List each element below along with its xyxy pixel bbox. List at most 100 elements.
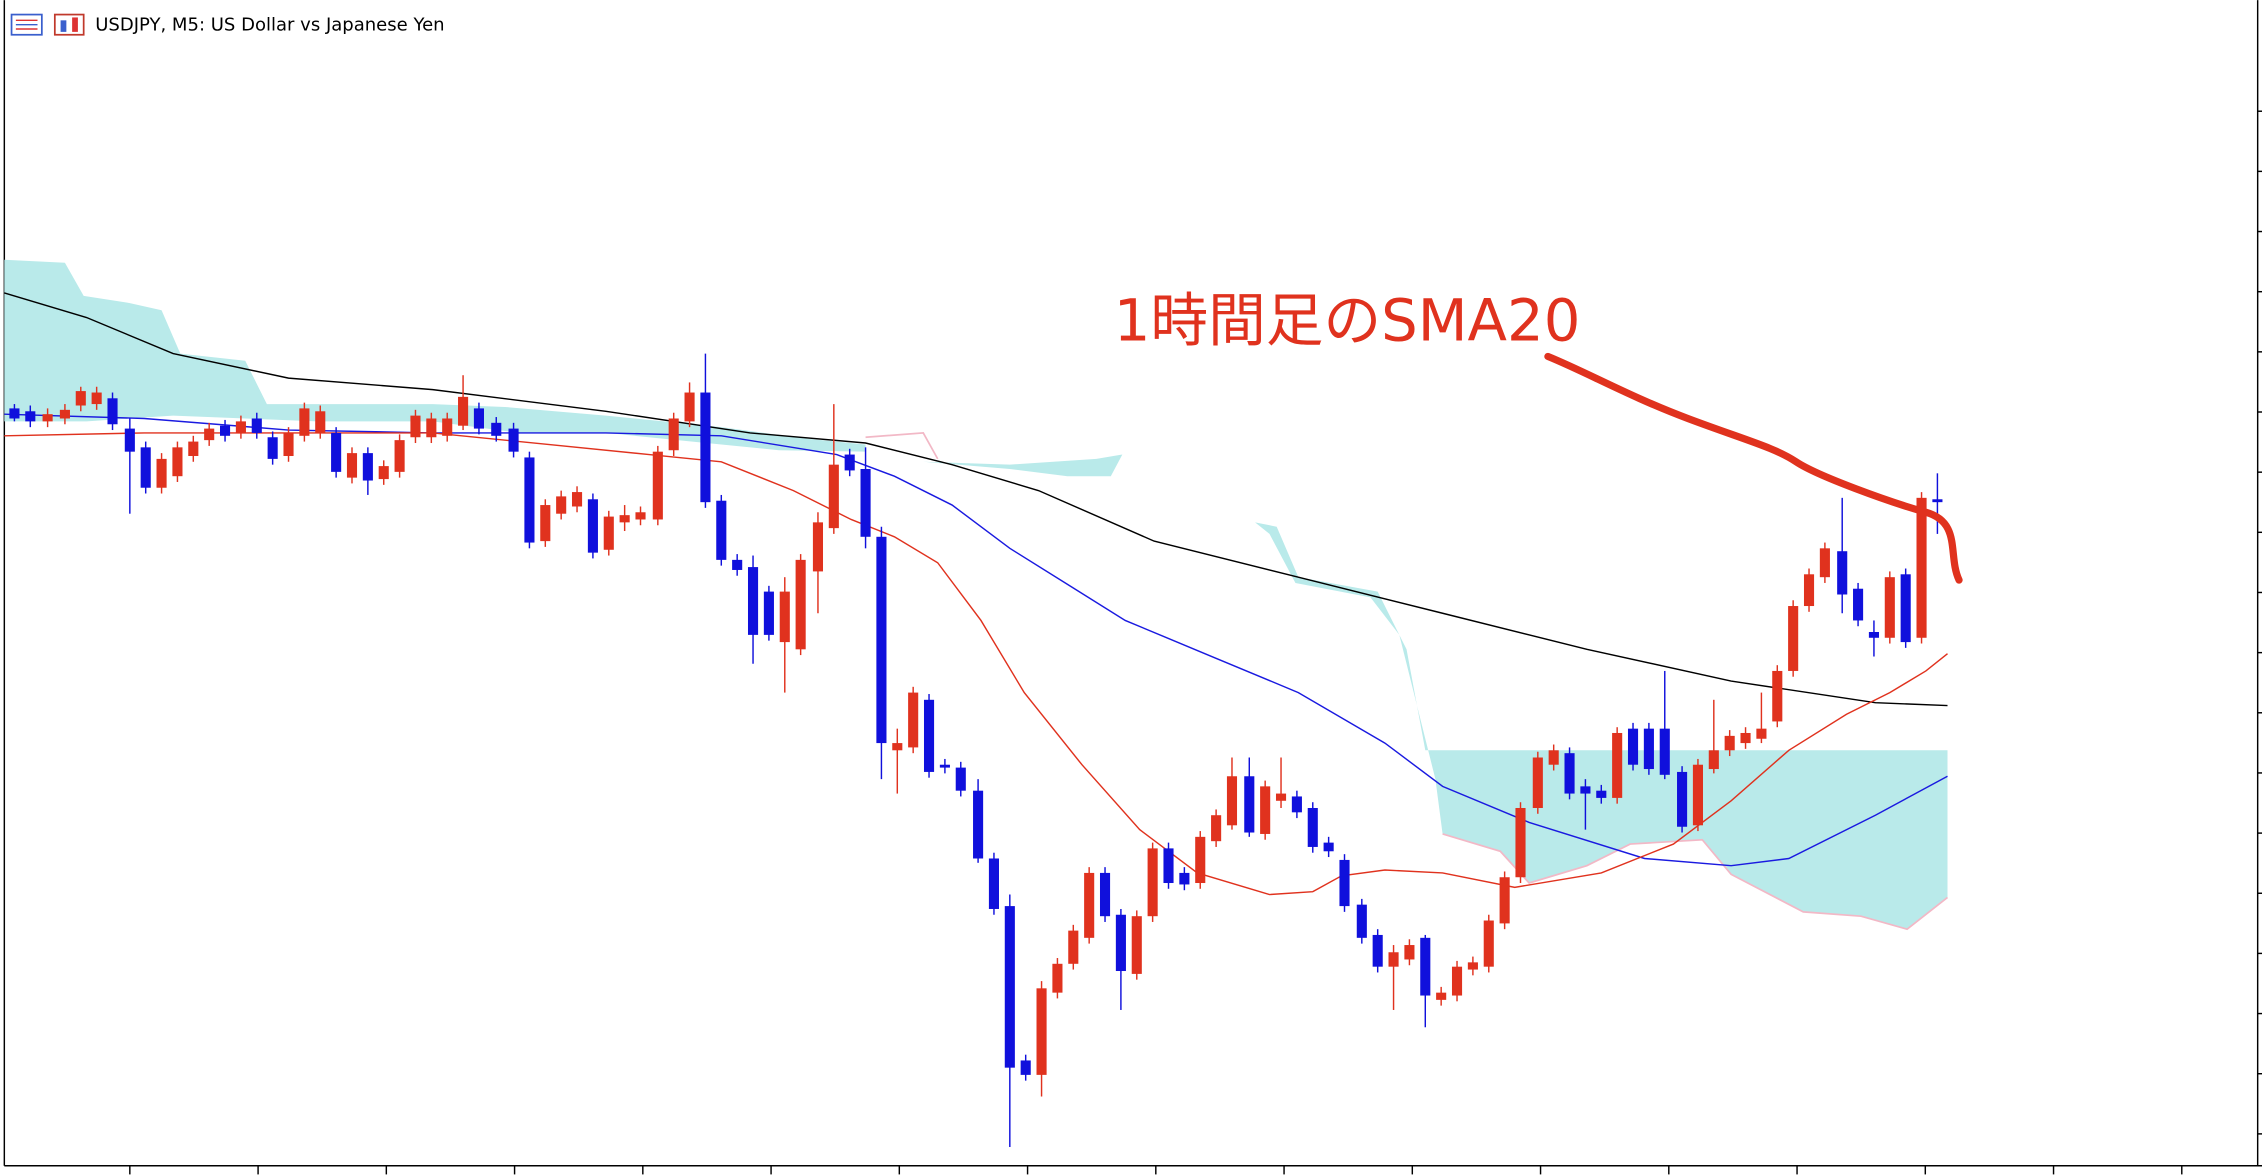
- candle-body: [668, 418, 679, 451]
- candle-body: [346, 453, 358, 478]
- candle-body: [571, 492, 583, 507]
- candle-body: [1052, 963, 1063, 993]
- candle-body: [1803, 574, 1815, 607]
- candle-body: [1853, 588, 1864, 621]
- candle-body: [331, 432, 342, 472]
- candle-body: [1372, 934, 1383, 967]
- candle-body: [1564, 753, 1575, 794]
- candle-body: [235, 421, 246, 433]
- candle-body: [1499, 877, 1510, 924]
- candle-body: [1436, 992, 1447, 1000]
- candle-body: [25, 411, 36, 422]
- candle-body: [828, 464, 839, 529]
- candle-body: [603, 516, 614, 550]
- candle-body: [410, 415, 421, 438]
- cloud: [4, 259, 1948, 930]
- candle-body: [1356, 904, 1367, 938]
- candle-body: [1404, 945, 1415, 960]
- candle-body: [908, 692, 919, 748]
- candle-body: [1677, 771, 1688, 827]
- candle-body: [1451, 966, 1463, 996]
- candle-body: [124, 428, 135, 452]
- candle-body: [988, 858, 1000, 909]
- candle-body: [1323, 842, 1334, 852]
- candle-body: [1084, 872, 1095, 938]
- candle-body: [540, 505, 551, 542]
- candle-body: [1868, 631, 1879, 638]
- candle-body: [1226, 776, 1238, 826]
- icon-chart: [53, 13, 85, 36]
- candle-body: [1291, 796, 1302, 813]
- candle-body: [1900, 574, 1911, 643]
- candle-body: [1211, 815, 1222, 842]
- axis-ticks: [129, 110, 2262, 1175]
- candle-body: [1260, 786, 1271, 834]
- candle-body: [955, 767, 966, 791]
- candle-body: [812, 522, 824, 572]
- candle-body: [107, 398, 118, 425]
- candle-body: [1724, 735, 1735, 751]
- candle-body: [652, 451, 663, 520]
- annotation-stroke: [1544, 352, 1963, 584]
- candle-body: [1596, 790, 1607, 798]
- candle-body: [267, 437, 278, 459]
- candle-body: [426, 418, 437, 438]
- candle-body: [1339, 859, 1350, 907]
- candle-body: [1179, 872, 1190, 885]
- window-title: USDJPY, M5: US Dollar vs Japanese Yen: [95, 14, 444, 35]
- candle-body: [844, 454, 855, 471]
- candle-body: [732, 559, 743, 570]
- candle-body: [635, 512, 646, 520]
- candle-body: [1388, 952, 1399, 967]
- candle-body: [1275, 793, 1287, 801]
- candle-body: [1195, 836, 1206, 884]
- candle-body: [491, 422, 502, 436]
- candle-body: [1884, 577, 1895, 638]
- candle-body: [75, 391, 86, 406]
- candle-body: [1580, 786, 1591, 794]
- candle-body: [939, 764, 950, 768]
- candle-body: [458, 396, 469, 426]
- annotation-text: 1時間足のSMA20: [1114, 287, 1581, 355]
- candle-body: [1548, 750, 1559, 765]
- candle-body: [1692, 764, 1703, 826]
- candle-body: [1420, 937, 1431, 996]
- candle-body: [508, 428, 519, 452]
- candle-body: [91, 392, 102, 405]
- candle-body: [1515, 807, 1526, 878]
- window-icons: [10, 13, 85, 36]
- candle-body: [795, 559, 806, 650]
- candle-body: [251, 418, 262, 433]
- candle-body: [556, 496, 567, 514]
- candle-body: [1004, 906, 1015, 1068]
- candle-body: [1756, 728, 1767, 739]
- candle-body: [1708, 750, 1719, 770]
- candle-body: [219, 425, 231, 436]
- cloud-edge-line: [865, 432, 939, 460]
- candle-body: [524, 457, 535, 543]
- candle-body: [1099, 872, 1111, 917]
- candle-body: [1772, 670, 1783, 722]
- candle-body: [1244, 776, 1255, 833]
- candle-body: [140, 447, 151, 488]
- icon-bar: [60, 20, 67, 32]
- candle-body: [1819, 548, 1830, 578]
- candle-body: [1932, 499, 1943, 503]
- candle-body: [1036, 988, 1047, 1075]
- candle-body: [1659, 728, 1670, 775]
- candle-body: [172, 447, 183, 477]
- candle-body: [1627, 728, 1639, 765]
- candle-body: [156, 458, 167, 488]
- candle-body: [700, 392, 711, 503]
- candle-body: [442, 418, 453, 436]
- candle-body: [747, 567, 759, 635]
- candle-body: [716, 500, 727, 560]
- candle-body: [378, 466, 389, 480]
- candle-body: [1483, 920, 1494, 967]
- candle-body: [188, 441, 199, 457]
- candle-body: [923, 699, 935, 772]
- cloud-area: [4, 259, 866, 452]
- candle-body: [619, 515, 630, 523]
